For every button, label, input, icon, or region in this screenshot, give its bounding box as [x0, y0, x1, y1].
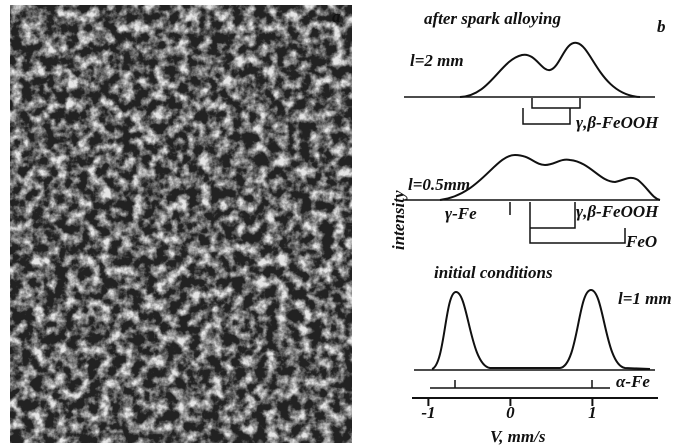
y-axis-label: intensity	[389, 190, 408, 250]
line-bracket	[522, 98, 581, 125]
line-bracket	[509, 202, 626, 244]
spectrum-label: l=2 mm	[410, 51, 464, 70]
micrograph	[10, 5, 352, 443]
spectrum-label: l=1 mm	[618, 289, 672, 308]
panel-label: b	[657, 17, 666, 36]
panel-title: after spark alloying	[424, 9, 561, 28]
spectrum-label: l=0.5mm	[408, 175, 470, 194]
x-tick-label: 1	[588, 403, 597, 422]
spectrum-curve	[459, 41, 641, 98]
spectrum-curve	[439, 153, 661, 201]
line-label: γ-Fe	[445, 204, 477, 223]
x-tick-label: 0	[506, 403, 515, 422]
line-label: γ,β-FeOOH	[576, 202, 659, 221]
x-tick-label: -1	[421, 403, 435, 422]
x-axis-label: V, mm/s	[490, 427, 546, 446]
spectrum-curve	[431, 288, 651, 370]
line-label: FeO	[625, 232, 657, 251]
line-label: α-Fe	[616, 372, 650, 391]
panel-label: a	[332, 7, 341, 26]
line-label: γ,β-FeOOH	[576, 113, 659, 132]
spectrum-subtitle: initial conditions	[434, 263, 553, 282]
line-bracket	[430, 380, 610, 389]
